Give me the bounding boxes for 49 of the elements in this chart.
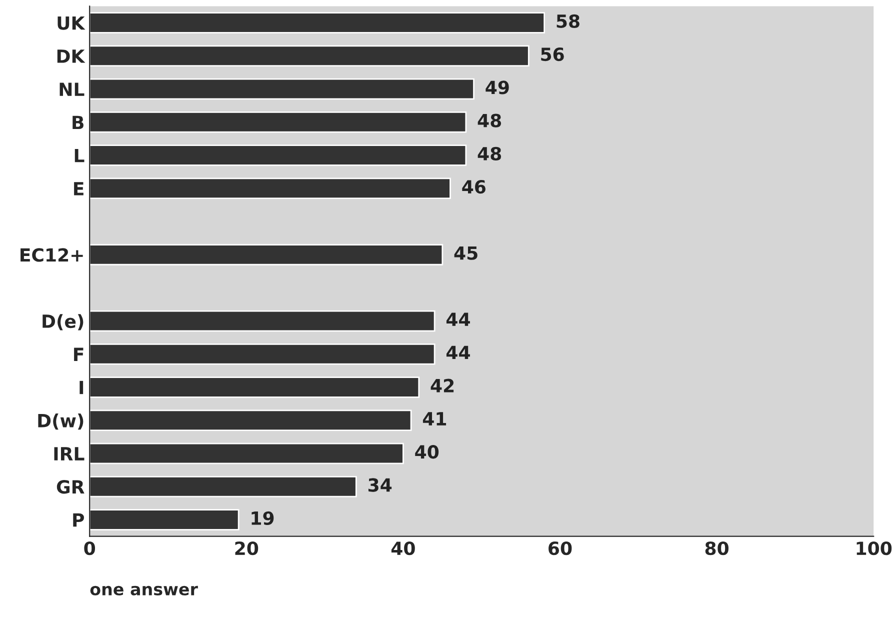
- bar: [90, 410, 412, 431]
- data-label: 48: [478, 114, 502, 128]
- y-tick-label: E: [74, 182, 84, 196]
- x-tick-label: 0: [84, 541, 96, 556]
- data-label: 48: [478, 146, 502, 161]
- bar: [90, 244, 444, 266]
- y-tick-label: I: [80, 380, 84, 394]
- data-label: 49: [486, 80, 509, 94]
- data-label: 40: [415, 445, 439, 459]
- data-label: 45: [454, 246, 478, 260]
- data-label: 44: [446, 346, 470, 360]
- data-label: 58: [556, 14, 580, 28]
- bar: [90, 509, 240, 530]
- bar: [90, 310, 436, 332]
- bar: [90, 45, 530, 67]
- bar: [90, 112, 467, 133]
- bar: [90, 178, 451, 200]
- bar: [90, 343, 436, 365]
- x-tick-label: 20: [235, 541, 258, 556]
- text: one answer: [90, 586, 198, 596]
- y-tick-label: P: [73, 513, 84, 527]
- y-tick-label: UK: [58, 16, 86, 30]
- bar: [90, 12, 546, 34]
- x-tick-label: 40: [391, 541, 415, 556]
- y-tick-label: GR: [56, 480, 84, 494]
- data-label: 19: [252, 511, 274, 525]
- y-tick-label: DK: [57, 50, 86, 63]
- y-tick-label: NL: [60, 82, 84, 96]
- bar: [90, 78, 474, 100]
- data-label: 41: [422, 412, 446, 426]
- y-tick-label: L: [74, 148, 84, 162]
- data-label: 56: [541, 47, 564, 62]
- bar: [90, 442, 404, 464]
- data-label: 34: [368, 478, 392, 492]
- x-tick-label: 80: [705, 541, 728, 556]
- bar: [90, 144, 467, 166]
- data-label: 46: [462, 180, 486, 194]
- x-tick-label: 60: [548, 541, 572, 556]
- data-label: 44: [446, 312, 470, 326]
- y-tick-label: EC12+: [20, 248, 83, 262]
- data-label: 42: [430, 378, 454, 392]
- y-tick-label: F: [74, 348, 84, 361]
- y-tick-label: IRL: [54, 447, 84, 460]
- y-tick-label: D(e): [42, 314, 84, 330]
- y-tick-label: D(w): [38, 414, 84, 430]
- bar: [90, 476, 357, 498]
- y-tick-label: B: [72, 116, 84, 130]
- x-tick-label: 100: [856, 541, 892, 556]
- bar: [90, 376, 420, 398]
